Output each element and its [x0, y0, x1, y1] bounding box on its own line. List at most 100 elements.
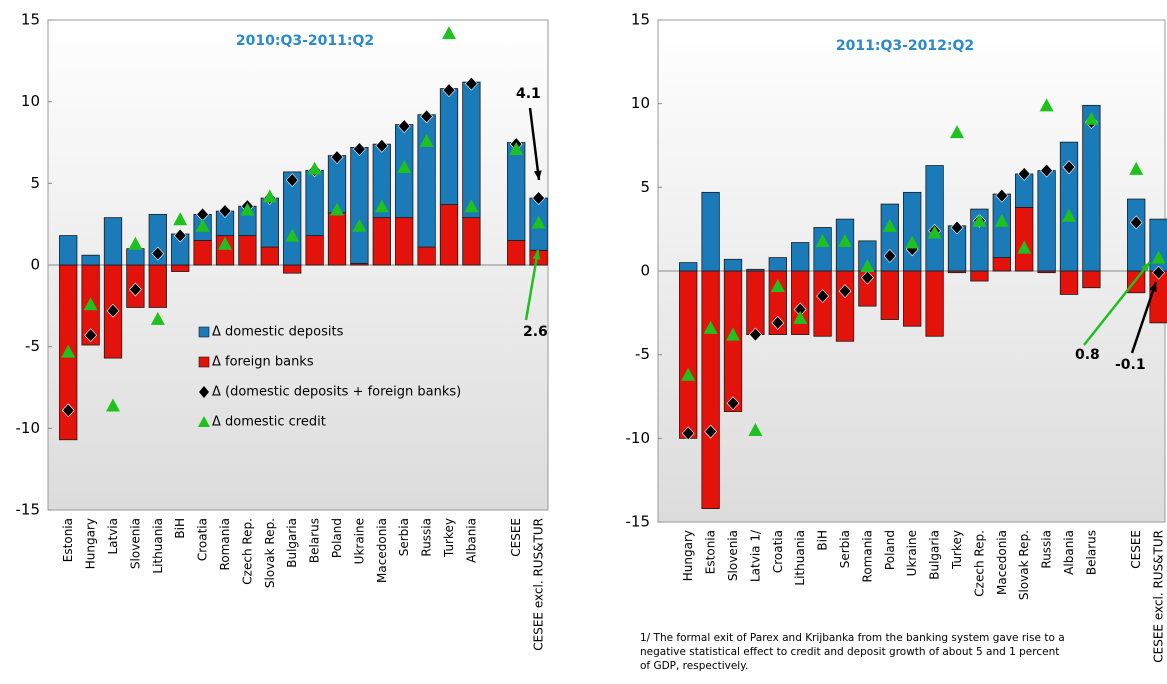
- annotation-arrow: [528, 107, 541, 181]
- x-tick-label: Slovak Rep.: [1017, 530, 1031, 600]
- x-tick-label: Serbia: [838, 530, 852, 568]
- triangle-marker: [815, 233, 830, 247]
- bar: [768, 257, 787, 272]
- bar: [417, 246, 436, 266]
- triangle-marker: [150, 311, 165, 325]
- x-tick-label: Ukraine: [352, 518, 366, 564]
- legend-swatch: [198, 356, 210, 368]
- x-tick-label: Slovenia: [128, 518, 142, 569]
- bar: [791, 242, 810, 272]
- diamond-marker: [995, 188, 1009, 203]
- bar: [679, 270, 698, 439]
- x-tick-label: Slovak Rep.: [263, 518, 277, 588]
- x-tick-label: Latvia: [106, 518, 120, 555]
- diamond-marker: [128, 282, 142, 297]
- bar: [1037, 170, 1056, 272]
- triangle-marker: [882, 218, 897, 232]
- triangle-marker: [726, 327, 740, 341]
- triangle-marker: [173, 212, 188, 226]
- bar: [1082, 270, 1101, 289]
- triangle-marker: [307, 161, 322, 175]
- bar: [723, 270, 743, 412]
- bar: [1059, 270, 1079, 295]
- bar: [395, 217, 414, 266]
- diamond-marker: [950, 220, 964, 235]
- bar: [813, 227, 832, 272]
- diamond-marker: [375, 138, 389, 153]
- legend-label: Δ domestic credit: [212, 415, 326, 430]
- x-tick-label: Slovenia: [726, 530, 740, 581]
- chart-title: 2011:Q3-2012:Q2: [836, 38, 974, 54]
- diamond-marker: [106, 303, 120, 318]
- diamond-marker: [838, 284, 852, 299]
- x-tick-label: Macedonia: [375, 518, 389, 583]
- bar: [193, 240, 212, 266]
- triangle-marker: [1039, 98, 1054, 112]
- y-tick-label: -15: [16, 501, 41, 519]
- triangle-marker: [509, 142, 524, 156]
- x-tick-label: Albania: [1062, 530, 1076, 575]
- bar: [1082, 104, 1101, 272]
- diamond-marker: [420, 109, 434, 124]
- bar: [283, 264, 302, 274]
- x-tick-label: Croatia: [771, 530, 785, 573]
- triangle-marker: [128, 236, 143, 250]
- x-tick-label: Estonia: [704, 530, 718, 574]
- triangle-marker: [419, 133, 434, 147]
- bar: [925, 165, 944, 272]
- footnote: of GDP, respectively.: [640, 660, 748, 672]
- diamond-marker: [151, 246, 165, 261]
- bar: [439, 88, 459, 205]
- annotation-arrow: [524, 249, 540, 321]
- diamond-marker: [860, 270, 874, 285]
- bar: [813, 270, 832, 337]
- diamond-marker: [464, 76, 478, 91]
- x-tick-label: CESEE: [1129, 530, 1143, 569]
- bar: [507, 240, 526, 266]
- bar: [1059, 141, 1079, 272]
- bar: [1127, 198, 1146, 272]
- diamond-marker: [816, 289, 830, 304]
- y-tick-label: -15: [626, 513, 651, 531]
- triangle-marker: [262, 189, 277, 203]
- diamond-marker: [532, 191, 546, 205]
- x-tick-label: Estonia: [61, 518, 75, 562]
- triangle-marker: [703, 320, 718, 334]
- y-tick-label: 10: [21, 92, 40, 110]
- triangle-marker: [748, 422, 763, 436]
- bar: [126, 248, 145, 266]
- legend-swatch: [199, 386, 209, 398]
- triangle-marker: [972, 213, 987, 227]
- x-tick-label: Croatia: [196, 518, 210, 561]
- arrow-head: [1141, 262, 1150, 272]
- triangle-marker: [285, 228, 300, 242]
- bar: [81, 254, 100, 266]
- legend-label: Δ (domestic deposits + foreign banks): [212, 385, 461, 400]
- diamond-marker: [748, 327, 762, 342]
- x-tick-label: CESEE: [509, 518, 523, 557]
- bar: [746, 268, 765, 272]
- bar: [260, 197, 279, 248]
- x-tick-label: Belarus: [1084, 530, 1098, 575]
- x-tick-label: Poland: [330, 518, 344, 558]
- bar: [305, 235, 324, 266]
- triangle-marker: [397, 160, 412, 173]
- diamond-marker: [285, 173, 299, 188]
- annotation: 2.6: [523, 324, 548, 340]
- triangle-marker: [374, 199, 389, 213]
- y-tick-label: -10: [626, 429, 651, 447]
- x-tick-label: Bulgaria: [928, 530, 942, 580]
- y-tick-label: -5: [25, 337, 40, 355]
- triangle-marker: [1129, 161, 1144, 175]
- annotation: 0.8: [1075, 347, 1100, 363]
- bar: [970, 270, 989, 282]
- triangle-marker: [240, 202, 255, 216]
- x-tick-label: Lithuania: [793, 530, 807, 586]
- annotation: 4.1: [516, 86, 541, 102]
- diamond-marker: [1152, 265, 1166, 280]
- x-tick-label: Czech Rep.: [240, 518, 254, 585]
- triangle-marker: [330, 202, 344, 216]
- x-tick-label: Romania: [218, 518, 232, 570]
- triangle-marker: [681, 367, 696, 381]
- annotation-arrow: [1083, 261, 1151, 346]
